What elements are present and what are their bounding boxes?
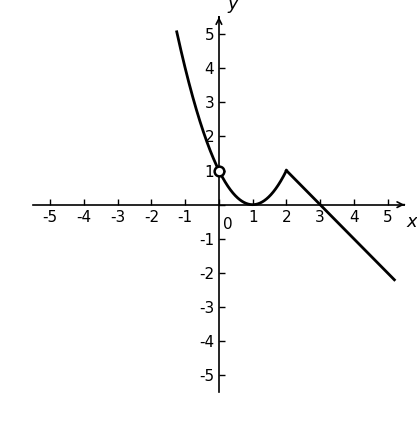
Text: y: y [227,0,238,14]
Text: 0: 0 [223,216,233,232]
Text: x: x [406,213,417,231]
